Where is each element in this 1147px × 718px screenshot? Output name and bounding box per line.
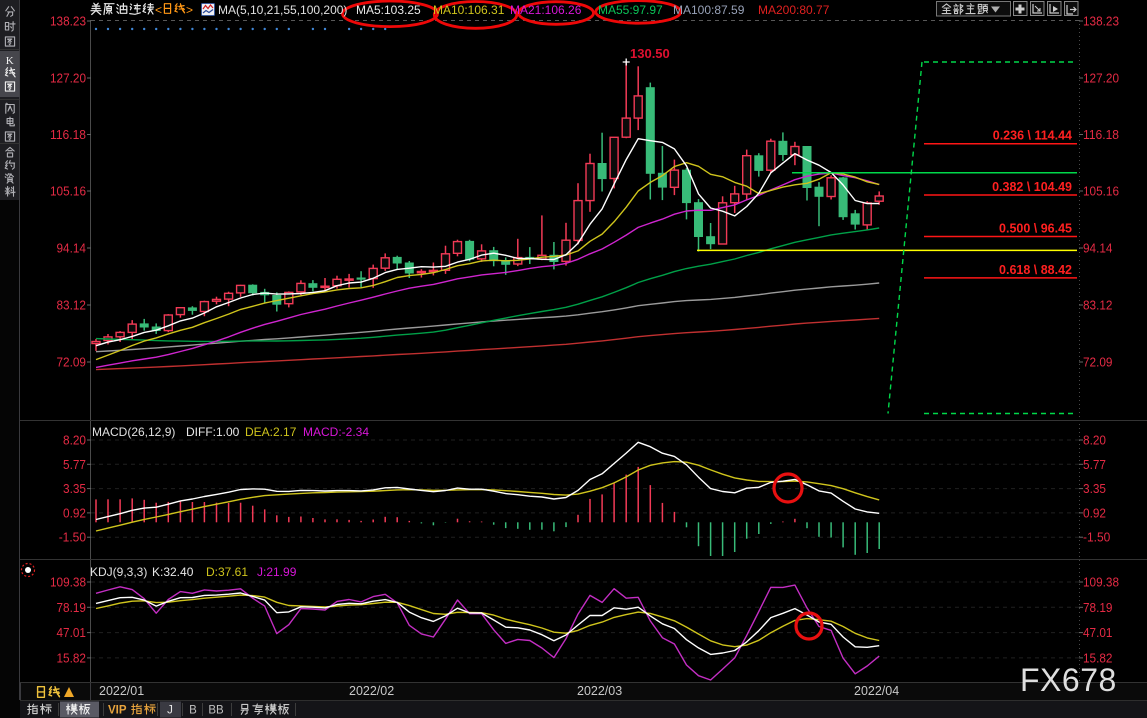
svg-text:MACD:-2.34: MACD:-2.34 xyxy=(303,425,369,439)
svg-text:138.23: 138.23 xyxy=(50,14,86,29)
svg-text:BB: BB xyxy=(208,705,224,717)
svg-text:0.500 \ 96.45: 0.500 \ 96.45 xyxy=(999,222,1072,236)
svg-text:83.12: 83.12 xyxy=(1083,298,1113,313)
svg-text:72.09: 72.09 xyxy=(1083,355,1113,370)
svg-text:VIP: VIP xyxy=(108,705,127,717)
svg-text:MA200:80.77: MA200:80.77 xyxy=(758,3,830,17)
svg-text:K: K xyxy=(6,55,14,67)
svg-text:78.19: 78.19 xyxy=(1083,600,1113,615)
svg-text:MA55:97.97: MA55:97.97 xyxy=(598,3,663,17)
svg-text:116.18: 116.18 xyxy=(50,127,86,142)
svg-text:83.12: 83.12 xyxy=(57,298,87,313)
svg-text:0.382 \ 104.49: 0.382 \ 104.49 xyxy=(992,180,1072,194)
svg-text:94.14: 94.14 xyxy=(1083,241,1113,256)
svg-text:-1.50: -1.50 xyxy=(59,530,86,545)
svg-text:MA5:103.25: MA5:103.25 xyxy=(356,3,421,17)
svg-text:116.18: 116.18 xyxy=(1083,127,1119,142)
svg-text:3.35: 3.35 xyxy=(63,481,86,496)
svg-text:130.50: 130.50 xyxy=(630,46,670,61)
svg-text:DIFF:1.00: DIFF:1.00 xyxy=(186,425,240,439)
svg-text:8.20: 8.20 xyxy=(63,433,86,448)
svg-text:>: > xyxy=(186,3,193,17)
svg-text:127.20: 127.20 xyxy=(50,71,86,86)
svg-text:47.01: 47.01 xyxy=(1083,625,1113,640)
svg-text:5.77: 5.77 xyxy=(63,457,86,472)
svg-text:J: J xyxy=(167,705,173,717)
svg-text:2022/01: 2022/01 xyxy=(99,684,144,698)
svg-text:127.20: 127.20 xyxy=(1083,71,1119,86)
svg-text:78.19: 78.19 xyxy=(57,600,87,615)
svg-text:MA21:106.26: MA21:106.26 xyxy=(510,3,582,17)
svg-text:0.618 \ 88.42: 0.618 \ 88.42 xyxy=(999,263,1072,277)
svg-text:0.236 \ 114.44: 0.236 \ 114.44 xyxy=(993,129,1072,143)
svg-text:138.23: 138.23 xyxy=(1083,14,1119,29)
svg-text:K:32.40: K:32.40 xyxy=(152,565,194,579)
svg-text:KDJ(9,3,3): KDJ(9,3,3) xyxy=(90,565,147,579)
svg-text:<: < xyxy=(155,3,162,17)
svg-text:15.82: 15.82 xyxy=(1083,650,1113,665)
svg-text:-1.50: -1.50 xyxy=(1083,530,1110,545)
svg-text:DEA:2.17: DEA:2.17 xyxy=(245,425,297,439)
svg-text:MACD(26,12,9): MACD(26,12,9) xyxy=(92,425,175,439)
svg-text:94.14: 94.14 xyxy=(57,241,87,256)
svg-text:B: B xyxy=(189,705,197,717)
svg-text:2022/02: 2022/02 xyxy=(349,684,394,698)
svg-text:MA100:87.59: MA100:87.59 xyxy=(673,3,745,17)
svg-text:109.38: 109.38 xyxy=(1083,575,1119,590)
svg-text:3.35: 3.35 xyxy=(1083,481,1106,496)
svg-text:47.01: 47.01 xyxy=(57,625,87,640)
svg-text:J:21.99: J:21.99 xyxy=(257,565,297,579)
svg-text:8.20: 8.20 xyxy=(1083,433,1106,448)
svg-text:MA(5,10,21,55,100,200): MA(5,10,21,55,100,200) xyxy=(218,3,347,17)
svg-text:0.92: 0.92 xyxy=(63,505,86,520)
svg-text:FX678: FX678 xyxy=(1020,662,1117,698)
svg-text:72.09: 72.09 xyxy=(57,355,87,370)
svg-text:15.82: 15.82 xyxy=(57,650,87,665)
svg-text:5.77: 5.77 xyxy=(1083,457,1106,472)
svg-text:2022/04: 2022/04 xyxy=(854,684,899,698)
svg-text:D:37.61: D:37.61 xyxy=(206,565,248,579)
svg-text:MA10:106.31: MA10:106.31 xyxy=(433,3,505,17)
svg-text:109.38: 109.38 xyxy=(50,575,86,590)
svg-text:2022/03: 2022/03 xyxy=(577,684,622,698)
svg-text:105.16: 105.16 xyxy=(50,184,86,199)
svg-text:105.16: 105.16 xyxy=(1083,184,1119,199)
svg-text:0.92: 0.92 xyxy=(1083,505,1106,520)
